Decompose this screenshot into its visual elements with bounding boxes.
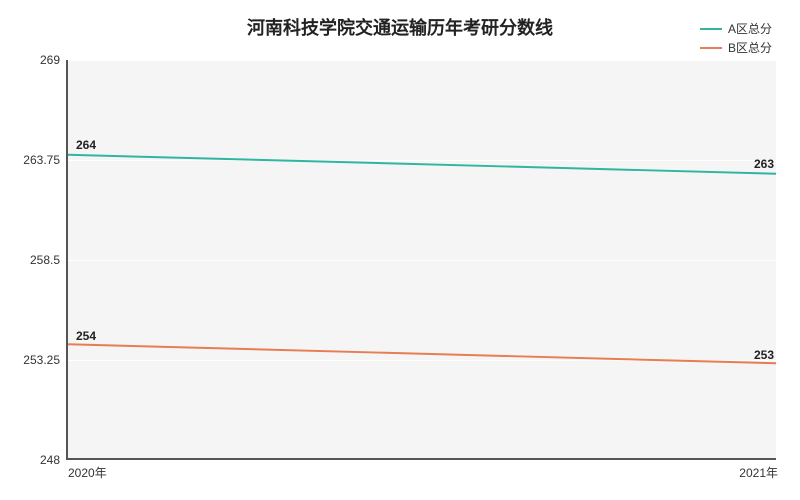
legend-item-b: B区总分 [700,39,772,56]
lines-svg [68,60,776,458]
legend-item-a: A区总分 [700,20,772,37]
legend-label-b: B区总分 [728,39,772,56]
data-label: 254 [76,329,96,343]
x-tick-label: 2020年 [68,458,107,481]
chart-container: 河南科技学院交通运输历年考研分数线 A区总分 B区总分 248 253.25 258… [0,0,800,500]
legend: A区总分 B区总分 [700,20,772,58]
y-tick-label: 263.75 [23,153,68,167]
series-line [68,344,776,363]
plot-area: 248253.25258.5263.752692020年2021年2642632… [66,60,776,460]
data-label: 264 [76,138,96,152]
gridline [68,460,776,461]
chart-title: 河南科技学院交通运输历年考研分数线 [247,14,553,40]
legend-label-a: A区总分 [728,20,772,37]
x-tick-label: 2021年 [739,458,778,481]
series-line [68,155,776,174]
data-label: 263 [754,157,774,171]
y-tick-label: 269 [40,53,68,67]
y-tick-label: 258.5 [30,253,68,267]
y-tick-label: 248 [40,453,68,467]
legend-swatch-a [700,28,722,30]
y-tick-label: 253.25 [23,353,68,367]
data-label: 253 [754,348,774,362]
legend-swatch-b [700,47,722,49]
